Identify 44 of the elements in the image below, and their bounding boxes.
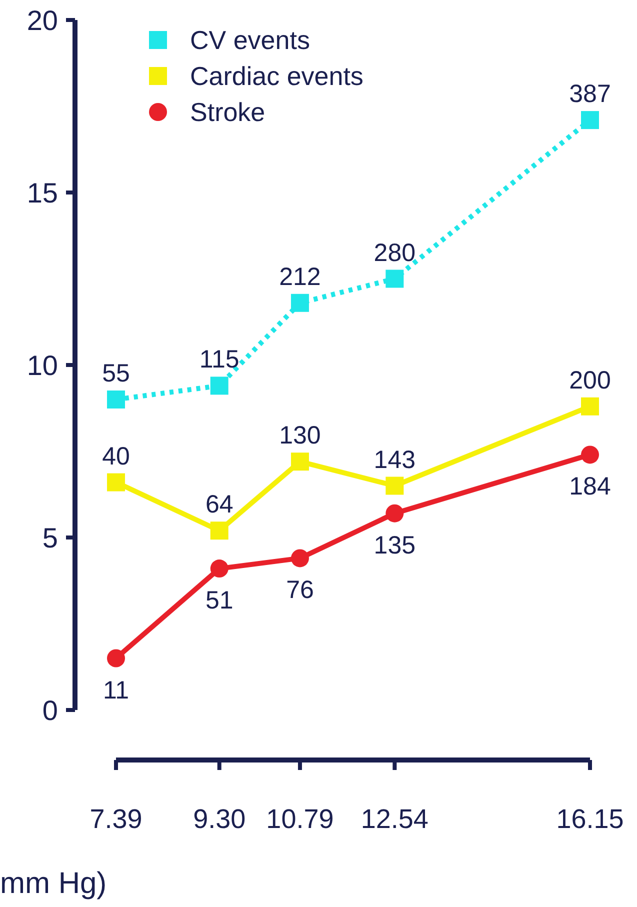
annotation: 143 <box>374 446 416 474</box>
annotation: 11 <box>103 676 129 704</box>
x-tick-label: 12.54 <box>360 804 428 834</box>
x-tick-label: 10.79 <box>266 804 334 834</box>
legend-label: Cardiac events <box>190 61 364 91</box>
annotation: 200 <box>569 366 611 394</box>
annotation: 64 <box>205 490 234 519</box>
annotation: 115 <box>199 346 240 374</box>
point <box>581 397 599 416</box>
annotation: 135 <box>374 531 416 560</box>
legend-label: Stroke <box>190 97 266 127</box>
x-axis-title: mm Hg) <box>0 867 107 900</box>
annotation: 387 <box>569 80 611 108</box>
annotation: 184 <box>569 472 611 501</box>
x-tick-label: 7.39 <box>90 804 142 834</box>
point <box>581 446 599 464</box>
point <box>290 294 309 312</box>
y-tick-label: 20 <box>26 5 58 36</box>
x-tick-label: 16.15 <box>556 804 624 834</box>
annotation: 51 <box>205 586 234 615</box>
y-tick-label: 15 <box>26 178 58 208</box>
annotation: 55 <box>102 360 130 388</box>
annotation: 280 <box>374 238 416 267</box>
point <box>581 111 599 130</box>
point <box>386 270 404 288</box>
point <box>386 476 404 495</box>
point <box>290 549 309 568</box>
y-tick-label: 0 <box>42 695 58 726</box>
annotation: 76 <box>286 576 314 604</box>
x-tick-label: 9.30 <box>193 804 246 834</box>
point <box>210 522 228 540</box>
point <box>210 376 228 395</box>
annotation: 40 <box>102 442 130 470</box>
annotation: 212 <box>279 262 321 291</box>
point <box>107 473 125 492</box>
point <box>107 390 125 408</box>
y-tick-label: 5 <box>42 522 58 554</box>
point <box>107 649 125 668</box>
y-tick-label: 10 <box>26 350 58 381</box>
legend-label: CV events <box>190 25 310 55</box>
annotation: 130 <box>279 422 321 450</box>
point <box>386 504 404 522</box>
point <box>210 560 228 578</box>
point <box>290 452 309 471</box>
